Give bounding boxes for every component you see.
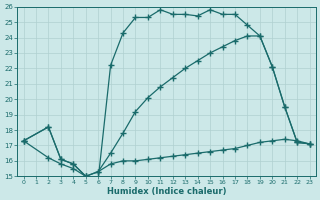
- X-axis label: Humidex (Indice chaleur): Humidex (Indice chaleur): [107, 187, 226, 196]
